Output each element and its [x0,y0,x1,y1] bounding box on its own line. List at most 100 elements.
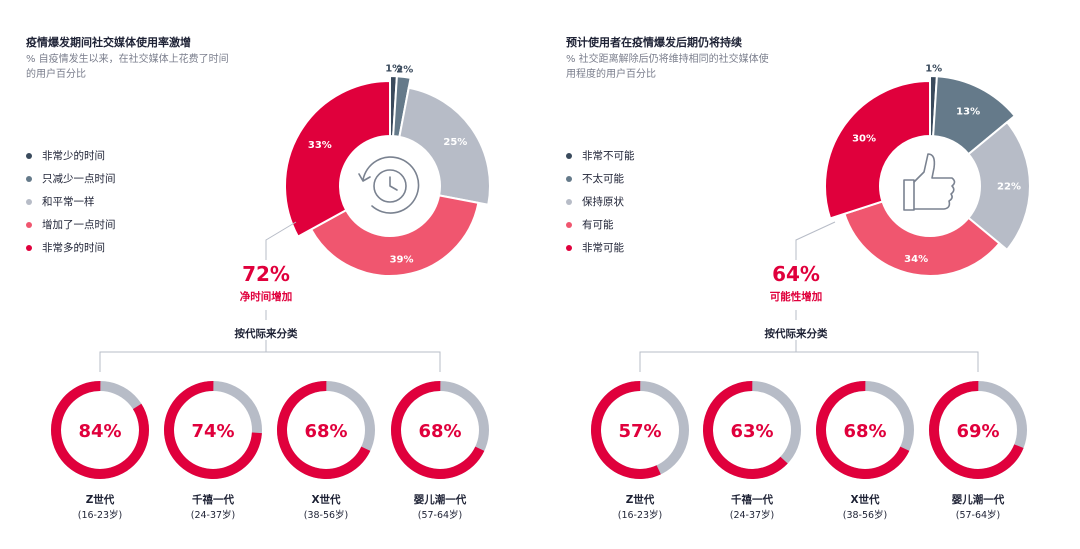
pie-value-label: 1% [385,64,402,75]
legend-item: 不太可能 [566,167,635,190]
connector-line [99,351,441,372]
pie-value-label: 30% [852,134,876,145]
legend-item: 和平常一样 [26,190,116,213]
donut-value-arc [816,381,914,479]
legend-item: 只减少一点时间 [26,167,116,190]
big-pie-chart: 1%2% 25% 39% 33% [284,64,491,277]
legend-label: 增加了一点时间 [42,219,116,231]
generation-donut: 68% [277,381,375,479]
generation-donut: 57% [591,381,689,479]
donut-value-arc [277,381,375,479]
legend-label: 保持原状 [582,196,624,208]
generation-donut: 68% [391,381,489,479]
pie-value-label: 13% [956,107,980,118]
generation-age-range: (57-64岁) [955,510,1001,521]
generation-age-range: (38-56岁) [303,510,349,521]
clock-refresh-icon [358,156,420,214]
legend: 非常不可能不太可能保持原状有可能非常可能 [566,144,635,259]
legend-swatch [26,244,32,251]
generation-name: 千禧一代 [731,494,773,506]
generation-name: X世代 [311,494,341,506]
legend-item: 非常少的时间 [26,144,116,167]
generation-name: X世代 [850,494,880,506]
donut-value-arc [164,381,262,479]
pie-value-label: 22% [997,182,1021,193]
pie-slice [932,75,1017,156]
legend-swatch [566,175,572,182]
donut-value-label: 57% [618,421,661,442]
legend-item: 非常多的时间 [26,236,116,259]
generation-age-range: (24-37岁) [190,510,236,521]
generation-age-range: (57-64岁) [417,510,463,521]
legend-item: 增加了一点时间 [26,213,116,236]
legend: 非常少的时间 只减少一点时间 和平常一样增加了一点时间 非常多的时间 [26,144,116,259]
pie-slice [843,200,1001,277]
donut-value-label: 69% [956,421,999,442]
net-increase-value: 64% [772,262,820,286]
legend-label: 非常少的时间 [42,150,105,162]
pie-value-label: 2% [396,64,413,75]
legend-label: 非常不可能 [582,150,635,162]
generation-name: 婴儿潮一代 [413,494,467,506]
generation-name: Z世代 [85,494,115,506]
generation-age-range: (24-37岁) [729,510,775,521]
legend-label: 只减少一点时间 [42,173,116,185]
donut-value-label: 84% [78,421,121,442]
legend-label: 非常可能 [582,242,624,254]
legend-swatch [566,198,572,205]
left-panel: 疫情爆发期间社交媒体使用率激增 % 自疫情发生以来，在社交媒体上花费了时间的用户… [26,36,491,521]
generation-age-range: (16-23岁) [77,510,123,521]
generation-section-title: 按代际来分类 [764,328,828,340]
generation-section-title: 按代际来分类 [234,328,298,340]
legend-swatch [26,152,32,159]
chart-title: 预计使用者在疫情爆发后期仍将持续 [566,36,742,49]
pie-slice [824,79,931,220]
generation-donut: 84% [51,381,149,479]
legend-label: 非常多的时间 [42,242,105,254]
donut-value-label: 63% [730,421,773,442]
donut-value-arc [391,381,489,479]
chart-subtitle: % 社交距离解除后仍将维持相同的社交媒体使用程度的用户百分比 [566,54,769,80]
legend-label: 和平常一样 [42,196,95,208]
pie-slice [284,79,391,238]
generation-name: 婴儿潮一代 [951,494,1005,506]
legend-swatch [566,221,572,228]
legend-swatch [26,221,32,228]
legend-item: 保持原状 [566,190,635,213]
pie-value-label: 33% [308,140,332,151]
generation-donut: 74% [164,381,262,479]
thumbs-up-icon [903,153,956,211]
chart-subtitle: % 自疫情发生以来，在社交媒体上花费了时间的用户百分比 [26,54,229,80]
donut-value-label: 68% [304,421,347,442]
connector-line [639,351,979,372]
donut-value-label: 68% [843,421,886,442]
generation-donut: 69% [929,381,1027,479]
legend-swatch [566,244,572,251]
donut-value-label: 74% [191,421,234,442]
legend-swatch [566,152,572,159]
generation-age-range: (16-23岁) [617,510,663,521]
chart-title: 疫情爆发期间社交媒体使用率激增 [26,36,191,49]
legend-swatch [26,198,32,205]
big-pie-chart: 1% 13% 22% 34% 30% [824,64,1031,277]
donut-value-label: 68% [418,421,461,442]
net-increase-value: 72% [242,262,290,286]
net-increase-label: 净时间增加 [239,291,293,303]
pie-value-label: 34% [904,254,928,265]
generation-name: 千禧一代 [192,494,234,506]
legend-item: 非常不可能 [566,144,635,167]
generation-donut: 68% [816,381,914,479]
generation-age-range: (38-56岁) [842,510,888,521]
legend-label: 有可能 [582,219,614,231]
pie-value-label: 25% [443,137,467,148]
legend-swatch [26,175,32,182]
legend-item: 有可能 [566,213,635,236]
right-panel: 预计使用者在疫情爆发后期仍将持续 % 社交距离解除后仍将维持相同的社交媒体使用程… [540,0,1080,549]
generation-name: Z世代 [625,494,655,506]
pie-slice [398,86,491,206]
net-increase-label: 可能性增加 [769,291,823,303]
pie-slice [309,194,480,277]
generation-donut: 63% [703,381,801,479]
pie-value-label: 1% [925,64,942,75]
pie-value-label: 39% [390,255,414,266]
